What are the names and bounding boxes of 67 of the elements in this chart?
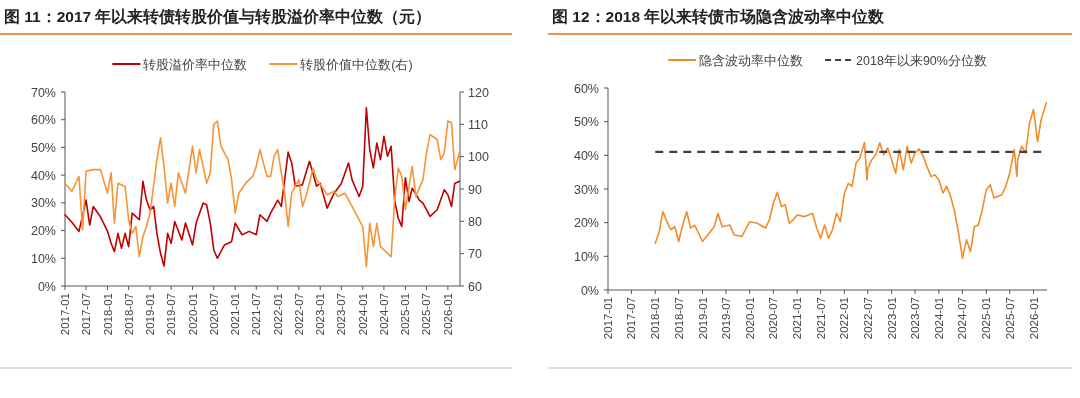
x-tick-label: 2018-07 bbox=[672, 297, 685, 340]
x-tick-label: 2019-07 bbox=[719, 297, 732, 340]
y-tick-label: 60% bbox=[573, 81, 599, 96]
y-tick-label: 40% bbox=[30, 168, 56, 183]
x-tick-label: 2025-07 bbox=[1003, 297, 1016, 340]
y-tick-label: 0% bbox=[580, 283, 599, 298]
x-tick-label: 2026-01 bbox=[1027, 297, 1040, 340]
x-tick-label: 2024-01 bbox=[356, 293, 369, 336]
x-tick-label: 2022-01 bbox=[838, 297, 851, 340]
y2-tick-label: 70 bbox=[468, 247, 482, 262]
x-tick-label: 2023-01 bbox=[314, 293, 327, 336]
x-tick-label: 2019-01 bbox=[696, 297, 709, 340]
y-tick-label: 0% bbox=[37, 279, 56, 294]
y-tick-label: 10% bbox=[573, 249, 599, 264]
x-tick-label: 2018-01 bbox=[649, 297, 662, 340]
x-tick-label: 2024-07 bbox=[377, 293, 390, 336]
x-tick-label: 2023-07 bbox=[909, 297, 922, 340]
x-tick-label: 2019-01 bbox=[144, 293, 157, 336]
legend-label: 转股价值中位数(右) bbox=[300, 57, 413, 72]
y2-tick-label: 110 bbox=[468, 117, 488, 132]
y-tick-label: 70% bbox=[30, 85, 56, 100]
y2-tick-label: 120 bbox=[468, 85, 489, 100]
y-tick-label: 40% bbox=[573, 148, 599, 163]
y-tick-label: 60% bbox=[30, 113, 56, 128]
legend-label: 隐含波动率中位数 bbox=[699, 52, 804, 68]
y-tick-label: 30% bbox=[30, 196, 56, 211]
x-tick-label: 2021-07 bbox=[814, 297, 827, 340]
chart-title: 图 11：2017 年以来转债转股价值与转股溢价率中位数（元） bbox=[4, 8, 432, 26]
x-tick-label: 2017-01 bbox=[59, 293, 71, 336]
x-tick-label: 2020-07 bbox=[767, 297, 780, 340]
x-tick-label: 2025-01 bbox=[399, 293, 412, 336]
y-tick-label: 10% bbox=[30, 251, 56, 266]
x-tick-label: 2018-01 bbox=[101, 293, 114, 336]
y-tick-label: 50% bbox=[30, 140, 56, 155]
x-tick-label: 2020-01 bbox=[186, 293, 199, 336]
y2-tick-label: 90 bbox=[468, 182, 482, 197]
x-tick-label: 2017-07 bbox=[80, 293, 93, 336]
x-tick-label: 2026-01 bbox=[441, 293, 454, 336]
x-tick-label: 2018-07 bbox=[122, 293, 135, 336]
y-tick-label: 50% bbox=[573, 115, 599, 130]
x-tick-label: 2017-07 bbox=[625, 297, 638, 340]
x-tick-label: 2024-07 bbox=[956, 297, 969, 340]
x-tick-label: 2024-01 bbox=[932, 297, 945, 340]
x-tick-label: 2021-01 bbox=[791, 297, 804, 340]
y2-tick-label: 100 bbox=[468, 150, 489, 165]
x-tick-label: 2022-07 bbox=[861, 297, 874, 340]
y-tick-label: 30% bbox=[573, 182, 599, 197]
y-tick-label: 20% bbox=[573, 216, 599, 231]
x-tick-label: 2023-07 bbox=[335, 293, 348, 336]
x-tick-label: 2025-01 bbox=[980, 297, 993, 340]
x-tick-label: 2020-01 bbox=[743, 297, 756, 340]
x-tick-label: 2023-01 bbox=[885, 297, 898, 340]
x-tick-label: 2021-07 bbox=[250, 293, 263, 336]
x-tick-label: 2025-07 bbox=[420, 293, 433, 336]
x-tick-label: 2022-01 bbox=[271, 293, 284, 336]
x-tick-label: 2021-01 bbox=[229, 293, 242, 336]
chart-title: 图 12：2018 年以来转债市场隐含波动率中位数 bbox=[552, 8, 886, 25]
y2-tick-label: 80 bbox=[468, 214, 482, 229]
x-tick-label: 2017-01 bbox=[602, 297, 614, 340]
y2-tick-label: 60 bbox=[468, 279, 482, 294]
y-tick-label: 20% bbox=[30, 224, 56, 239]
x-tick-label: 2022-07 bbox=[292, 293, 305, 336]
legend-label: 2018年以来90%分位数 bbox=[856, 53, 987, 68]
legend-label: 转股溢价率中位数 bbox=[143, 56, 248, 72]
x-tick-label: 2019-07 bbox=[165, 293, 178, 336]
x-tick-label: 2020-07 bbox=[207, 293, 220, 336]
line-series bbox=[654, 102, 1048, 260]
